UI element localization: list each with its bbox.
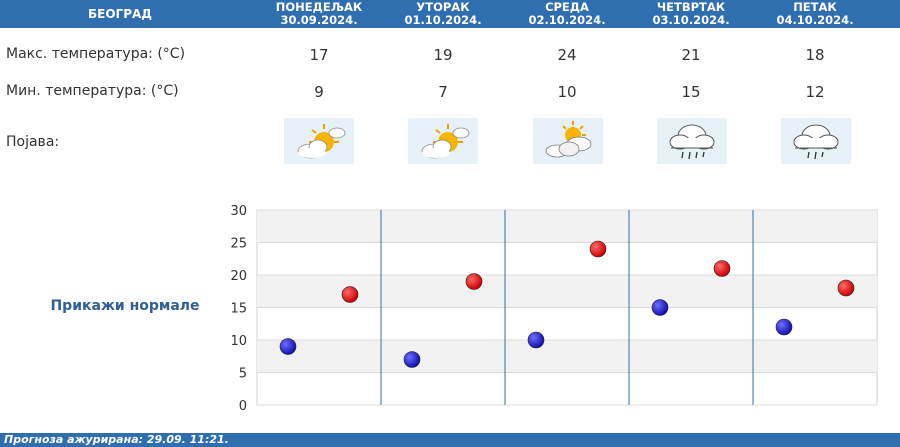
day-date: 04.10.2024. — [776, 13, 854, 27]
max-temp-value: 19 — [433, 46, 453, 64]
min-temp-value: 7 — [438, 83, 448, 101]
grid-band — [257, 275, 877, 308]
rain-cloud-icon — [781, 118, 851, 164]
day-header-thu: ЧЕТВРТАК 03.10.2024. — [629, 0, 753, 28]
y-tick-label: 10 — [230, 334, 247, 349]
max-temp-value: 21 — [681, 46, 701, 64]
max-temp-point — [837, 279, 855, 297]
min-temp-point — [403, 351, 421, 368]
partly-cloudy-icon — [533, 118, 603, 164]
y-tick-label: 20 — [230, 269, 247, 284]
temperature-chart: 0 5 10 15 20 25 30 — [230, 204, 878, 414]
max-temp-value: 17 — [309, 46, 329, 64]
day-header-mon: ПОНЕДЕЉАК 30.09.2024. — [257, 0, 381, 28]
min-temp-point — [775, 318, 793, 336]
day-header-fri: ПЕТАК 04.10.2024. — [753, 0, 877, 28]
day-header-tue: УТОРАК 01.10.2024. — [381, 0, 505, 28]
min-temp-point — [279, 338, 297, 355]
grid-band — [257, 210, 877, 243]
forecast-updated-text: Прогноза ажурирана: 29.09. 11:21. — [4, 433, 229, 446]
day-name: ЧЕТВРТАК — [656, 0, 726, 14]
y-tick-label: 15 — [230, 302, 247, 317]
min-temp-point — [527, 331, 545, 349]
max-temp-value: 24 — [557, 46, 577, 64]
day-name: СРЕДА — [545, 0, 589, 14]
phenomenon-label: Појава: — [6, 134, 60, 150]
max-temp-value: 18 — [805, 46, 825, 64]
max-temp-label: Макс. температура: (°C) — [6, 46, 186, 62]
day-header-wed: СРЕДА 02.10.2024. — [505, 0, 629, 28]
max-temp-point — [713, 260, 731, 277]
show-normals-link[interactable]: Прикажи нормале — [50, 298, 200, 314]
min-temp-value: 12 — [805, 83, 825, 101]
footer-bar: Прогноза ажурирана: 29.09. 11:21. — [0, 433, 900, 447]
min-temp-label: Мин. температура: (°C) — [6, 83, 179, 99]
min-temp-value: 10 — [557, 83, 577, 101]
max-temp-point — [589, 240, 607, 258]
max-temp-point — [341, 286, 359, 303]
grid-band — [257, 340, 877, 373]
sun-behind-cloud-icon — [284, 118, 354, 164]
day-name: ПОНЕДЕЉАК — [275, 0, 363, 14]
y-tick-label: 30 — [230, 204, 247, 219]
city-name: БЕОГРАД — [88, 7, 152, 21]
rain-cloud-icon — [657, 118, 727, 164]
day-date: 30.09.2024. — [280, 13, 358, 27]
day-date: 03.10.2024. — [652, 13, 730, 27]
day-date: 02.10.2024. — [528, 13, 606, 27]
y-tick-label: 25 — [230, 237, 247, 252]
min-temp-point — [651, 299, 669, 316]
y-tick-label: 0 — [239, 399, 247, 414]
forecast-header: БЕОГРАД ПОНЕДЕЉАК 30.09.2024. УТОРАК 01.… — [0, 0, 900, 28]
max-temp-point — [465, 273, 483, 290]
sun-behind-cloud-icon — [408, 118, 478, 164]
day-name: ПЕТАК — [793, 0, 837, 14]
day-date: 01.10.2024. — [404, 13, 482, 27]
min-temp-value: 15 — [681, 83, 701, 101]
day-name: УТОРАК — [416, 0, 470, 14]
y-tick-label: 5 — [239, 367, 247, 382]
min-temp-value: 9 — [314, 83, 324, 101]
